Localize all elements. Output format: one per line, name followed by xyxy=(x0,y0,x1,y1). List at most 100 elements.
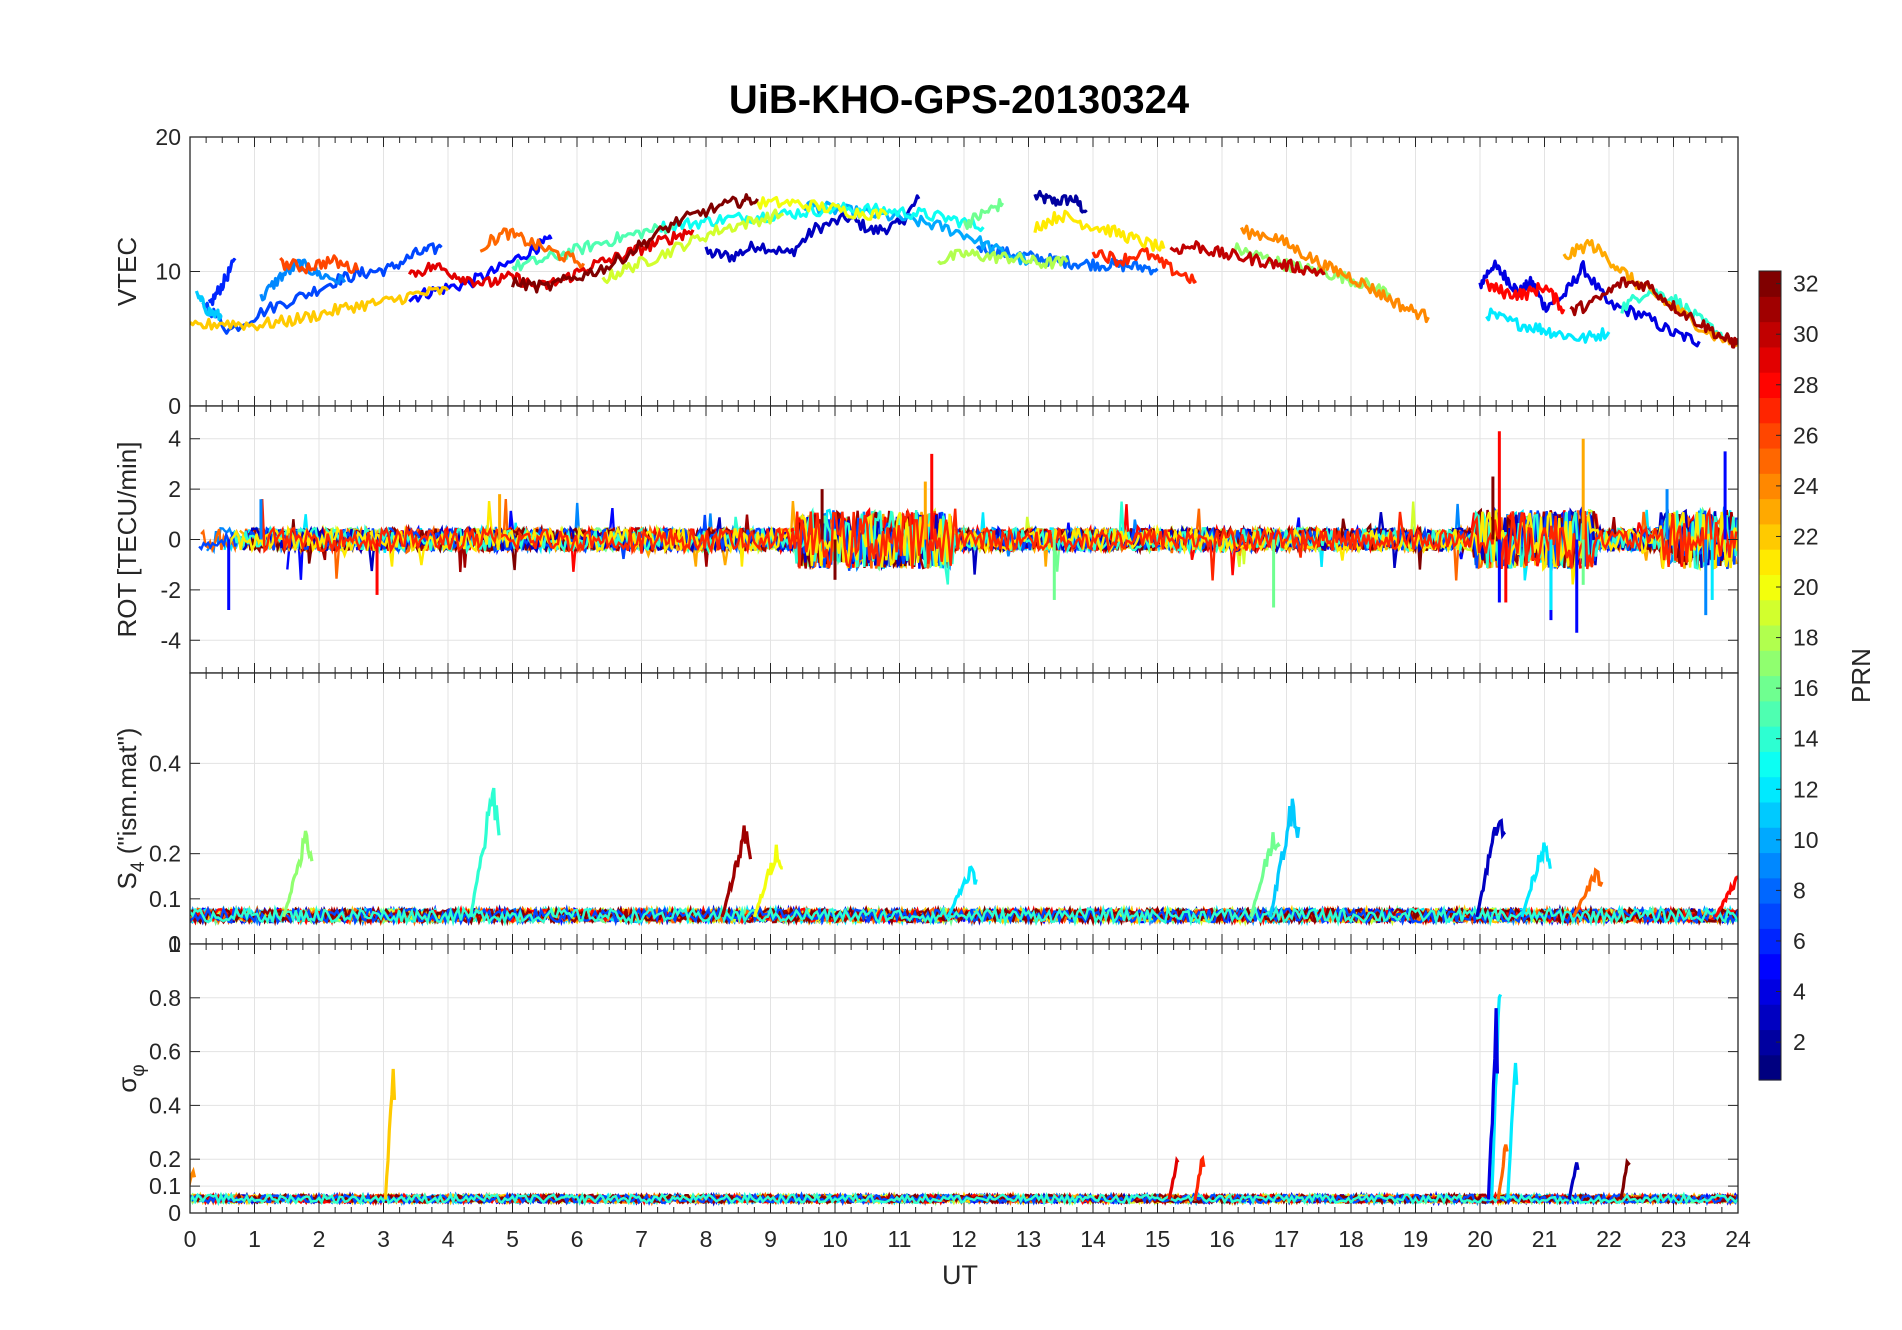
x-tick-label: 1 xyxy=(248,1226,261,1252)
chart-title: UiB-KHO-GPS-20130324 xyxy=(729,78,1190,122)
colorbar-swatch xyxy=(1759,321,1781,348)
colorbar-swatch xyxy=(1759,447,1781,474)
vtec-series-prn-27 xyxy=(1091,247,1197,284)
x-tick-label: 12 xyxy=(951,1226,977,1252)
colorbar-swatch xyxy=(1759,726,1781,752)
y-tick-label: 0 xyxy=(168,931,181,957)
colorbar-swatch xyxy=(1759,953,1781,980)
panel-s4: 0 0.1 0.2 0.4S4 ("ism.mat") xyxy=(112,672,1739,957)
colorbar-swatch xyxy=(1759,903,1781,929)
sigma_phi-event-prn-24 xyxy=(190,1166,197,1189)
sigma_phi-series-prn-14 xyxy=(190,1191,1738,1207)
colorbar-swatch xyxy=(1759,776,1781,803)
x-tick-label: 7 xyxy=(635,1226,648,1252)
x-tick-label: 6 xyxy=(571,1226,584,1252)
s4-event-prn-14 xyxy=(469,787,501,918)
vtec-series-prn-11 xyxy=(194,290,223,321)
colorbar-tick-label: 24 xyxy=(1793,473,1819,499)
panel-rot: -4 -2 0 2 4 ROT [TECU/min] xyxy=(112,405,1739,674)
vtec-series-prn-3 xyxy=(704,194,921,263)
y-tick-label: 0 xyxy=(168,393,181,419)
colorbar-tick-label: 28 xyxy=(1793,372,1819,398)
vtec-series-prn-15 xyxy=(511,223,675,272)
colorbar-swatch xyxy=(1759,650,1781,677)
colorbar-swatch xyxy=(1759,877,1781,904)
y-tick-label: 0 xyxy=(168,1200,181,1226)
colorbar-swatch xyxy=(1759,271,1781,297)
colorbar-tick-label: 6 xyxy=(1793,928,1806,954)
colorbar-tick-label: 4 xyxy=(1793,979,1806,1005)
x-tick-label: 19 xyxy=(1403,1226,1429,1252)
s4-event-prn-20 xyxy=(752,844,783,918)
vtec-series-prn-8 xyxy=(975,241,1159,276)
s4-event-prn-12 xyxy=(1520,842,1552,918)
y-axis-label: S4 ("ism.mat") xyxy=(112,728,149,890)
colorbar-label: PRN xyxy=(1846,648,1876,703)
sigma_phi-event-prn-12 xyxy=(1506,1062,1519,1200)
y-tick-label: 0.2 xyxy=(149,1146,181,1172)
y-axis-label: σφ xyxy=(112,1064,149,1092)
x-tick-label: 13 xyxy=(1016,1226,1042,1252)
colorbar-tick-label: 22 xyxy=(1793,523,1819,549)
colorbar-swatch xyxy=(1759,978,1781,1005)
vtec-series-prn-32 xyxy=(510,193,759,294)
vtec-series-prn-6 xyxy=(207,257,237,307)
y-tick-label: -2 xyxy=(161,577,181,603)
x-axis-label: UT xyxy=(942,1260,978,1290)
x-tick-label: 9 xyxy=(764,1226,777,1252)
sigma_phi-event-prn-22 xyxy=(383,1068,397,1200)
colorbar-swatch xyxy=(1759,928,1781,955)
colorbar-swatch xyxy=(1759,801,1781,828)
x-tick-label: 20 xyxy=(1467,1226,1493,1252)
colorbar-tick-label: 32 xyxy=(1793,271,1819,297)
sigma_phi-event-prn-3 xyxy=(1567,1162,1580,1200)
y-tick-label: 1 xyxy=(168,931,181,957)
x-tick-label: 18 xyxy=(1338,1226,1364,1252)
x-tick-label: 24 xyxy=(1725,1226,1751,1252)
series-group xyxy=(198,431,1738,633)
x-tick-label: 0 xyxy=(184,1226,197,1252)
colorbar-swatch xyxy=(1759,346,1781,373)
vtec-series-prn-25 xyxy=(479,227,585,270)
x-tick-label: 3 xyxy=(377,1226,390,1252)
y-tick-label: 0 xyxy=(168,527,181,553)
sigma_phi-event-prn-25 xyxy=(1496,1144,1509,1200)
x-tick-label: 2 xyxy=(313,1226,326,1252)
y-tick-label: 4 xyxy=(168,426,181,452)
y-tick-label: 0.6 xyxy=(149,1039,181,1065)
colorbar-swatch xyxy=(1759,473,1781,500)
x-tick-label: 10 xyxy=(822,1226,848,1252)
s4-event-prn-11 xyxy=(1268,798,1301,918)
colorbar-tick-label: 10 xyxy=(1793,827,1819,853)
x-tick-label: 15 xyxy=(1145,1226,1171,1252)
colorbar-swatch xyxy=(1759,675,1781,702)
vtec-series-prn-18 xyxy=(936,248,1069,270)
series-group xyxy=(190,787,1738,927)
sigma_phi-event-prn-27 xyxy=(1193,1154,1206,1200)
colorbar-frame xyxy=(1758,270,1782,1081)
colorbar-swatch xyxy=(1759,296,1781,323)
colorbar-swatch xyxy=(1759,1029,1781,1056)
colorbar-swatch xyxy=(1759,1004,1781,1031)
colorbar-swatch xyxy=(1759,574,1781,601)
colorbar-tick-label: 26 xyxy=(1793,422,1819,448)
colorbar-tick-label: 30 xyxy=(1793,321,1819,347)
colorbar-tick-label: 14 xyxy=(1793,726,1819,752)
x-tick-label: 22 xyxy=(1596,1226,1622,1252)
y-tick-label: 0.4 xyxy=(149,1092,181,1118)
y-tick-label: 2 xyxy=(168,476,181,502)
colorbar-swatch xyxy=(1759,852,1781,879)
y-tick-label: 0.8 xyxy=(149,985,181,1011)
series-group xyxy=(190,993,1738,1207)
y-tick-label: 0.2 xyxy=(149,841,181,867)
colorbar-tick-label: 2 xyxy=(1793,1029,1806,1055)
vtec-series-prn-2 xyxy=(1033,189,1088,214)
panel-vtec: 0 10 20 VTEC xyxy=(112,124,1739,419)
vtec-series-prn-22 xyxy=(190,285,450,332)
vtec-series-prn-21 xyxy=(1033,209,1166,252)
s4-event-prn-3 xyxy=(1475,818,1507,918)
vtec-series-prn-28 xyxy=(1484,278,1566,315)
vtec-series-prn-26 xyxy=(279,254,360,275)
